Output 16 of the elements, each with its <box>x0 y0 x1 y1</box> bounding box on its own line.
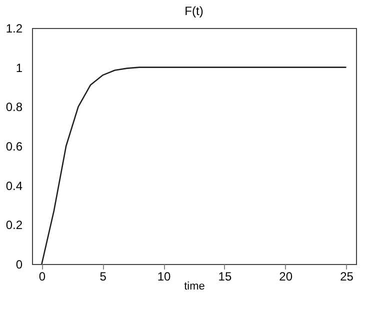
y-tick-label: 1.2 <box>6 22 23 36</box>
line-series <box>41 66 347 265</box>
x-tick-label: 20 <box>279 270 293 284</box>
chart-title: F(t) <box>184 4 204 18</box>
x-tick-label: 5 <box>100 270 107 284</box>
y-tick-label: 0.4 <box>6 178 23 193</box>
x-tick-label: 15 <box>218 270 232 284</box>
y-tick-label: 0 <box>16 258 23 272</box>
y-tick-label: 0.8 <box>6 100 23 114</box>
y-tick-label: 0.6 <box>6 140 23 154</box>
y-tick-label: 1 <box>16 60 23 75</box>
x-tick-label: 0 <box>38 270 46 284</box>
x-axis-title: time <box>184 280 205 292</box>
x-tick-label: 25 <box>340 270 354 284</box>
y-tick-label: 0.2 <box>6 218 23 232</box>
x-tick-label: 10 <box>157 270 172 284</box>
